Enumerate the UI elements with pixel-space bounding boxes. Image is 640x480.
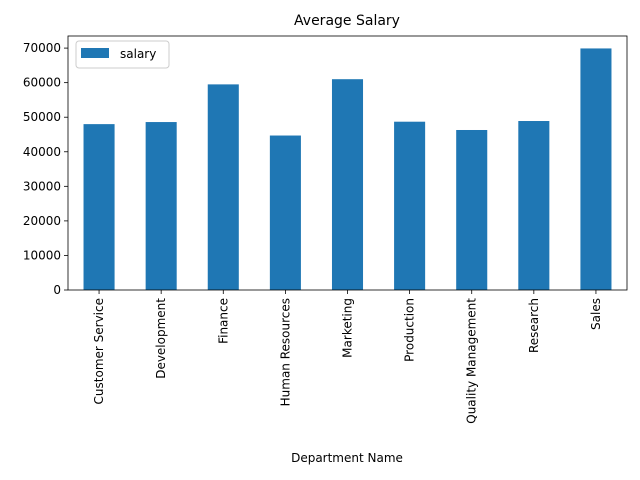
- x-tick-label: Development: [154, 298, 168, 379]
- bar-production: [394, 121, 426, 290]
- bar-human-resources: [269, 135, 301, 290]
- bar-customer-service: [83, 124, 115, 290]
- x-tick-label: Finance: [216, 298, 230, 344]
- bar-development: [145, 122, 177, 290]
- bar-marketing: [331, 79, 364, 290]
- y-tick-label: 40000: [23, 145, 61, 159]
- y-tick-label: 70000: [23, 41, 61, 55]
- y-tick-label: 60000: [23, 76, 61, 90]
- y-tick-label: 0: [53, 283, 61, 297]
- bar-finance: [207, 84, 239, 290]
- x-axis: Customer Service Development Finance Human …: [92, 290, 603, 424]
- bar-quality-management: [456, 129, 488, 290]
- legend-label-salary: salary: [120, 47, 156, 61]
- y-axis: 0 10000 20000 30000 40000 50000 60000 70000: [23, 41, 68, 297]
- bars-group: [83, 48, 612, 291]
- y-tick-label: 20000: [23, 214, 61, 228]
- legend-swatch-salary: [81, 48, 109, 58]
- x-tick-label: Customer Service: [92, 298, 106, 404]
- x-tick-label: Human Resources: [278, 298, 292, 406]
- x-tick-label: Marketing: [341, 298, 355, 358]
- bar-research: [518, 121, 550, 291]
- legend: salary: [75, 40, 170, 69]
- x-axis-label: Department Name: [291, 451, 403, 465]
- bar-sales: [580, 48, 612, 291]
- y-tick-label: 10000: [23, 248, 61, 262]
- legend-box: [75, 40, 170, 69]
- y-tick-label: 30000: [23, 179, 61, 193]
- plot-frame: [67, 35, 628, 291]
- x-tick-label: Sales: [589, 298, 603, 330]
- chart-title: Average Salary: [294, 13, 400, 29]
- x-tick-label: Production: [403, 298, 417, 362]
- x-tick-label: Research: [527, 298, 541, 353]
- x-tick-label: Quality Management: [465, 298, 479, 424]
- y-tick-label: 50000: [23, 110, 61, 124]
